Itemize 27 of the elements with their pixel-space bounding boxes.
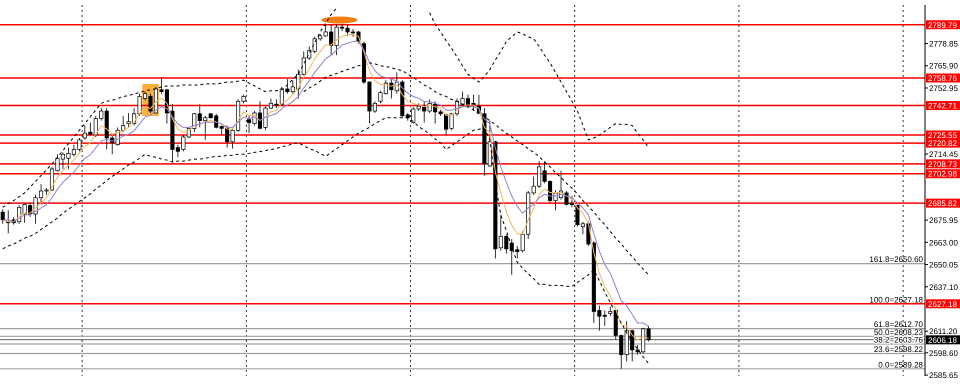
annotation: 50.0=2608.23 xyxy=(874,328,924,337)
y-tick-label: 2611.20 xyxy=(929,327,958,336)
ref-line-label: 2627.18 xyxy=(928,300,958,309)
y-tick-label: 2675.95 xyxy=(929,216,958,226)
annotation: 23.6=2598.22 xyxy=(874,344,924,354)
y-tick-label: 2714.45 xyxy=(929,150,958,160)
annotation: 161.8=2650.60 xyxy=(869,255,924,264)
y-tick-label: 2663.00 xyxy=(929,238,958,248)
ref-line-label: 2720.82 xyxy=(928,139,958,148)
y-tick-label: 2765.90 xyxy=(929,62,958,71)
y-tick-label: 2650.05 xyxy=(929,260,958,270)
y-tick-label: 2752.95 xyxy=(929,84,958,93)
ref-line-label: 2702.98 xyxy=(928,170,958,179)
ref-line-label: 2758.76 xyxy=(928,74,958,83)
annotation: 61.8=2612.70 xyxy=(874,320,924,330)
ref-line-label: 2708.73 xyxy=(928,160,958,169)
ref-line-label: 2789.79 xyxy=(928,20,958,30)
y-tick-label: 2778.85 xyxy=(929,40,958,49)
ref-line-label: 2725.55 xyxy=(928,130,958,140)
annotation: 0.0=2589.28 xyxy=(878,360,924,370)
ref-line-label: 2685.82 xyxy=(928,199,958,208)
y-tick-label: 2585.65 xyxy=(929,371,958,380)
ref-line-label: 2606.18 xyxy=(928,336,958,345)
ref-line-label: 2742.71 xyxy=(928,102,958,111)
y-tick-label: 2637.10 xyxy=(929,282,958,292)
y-tick-label: 2598.60 xyxy=(929,348,958,358)
annotation: 100.0=2627.18 xyxy=(869,295,924,304)
